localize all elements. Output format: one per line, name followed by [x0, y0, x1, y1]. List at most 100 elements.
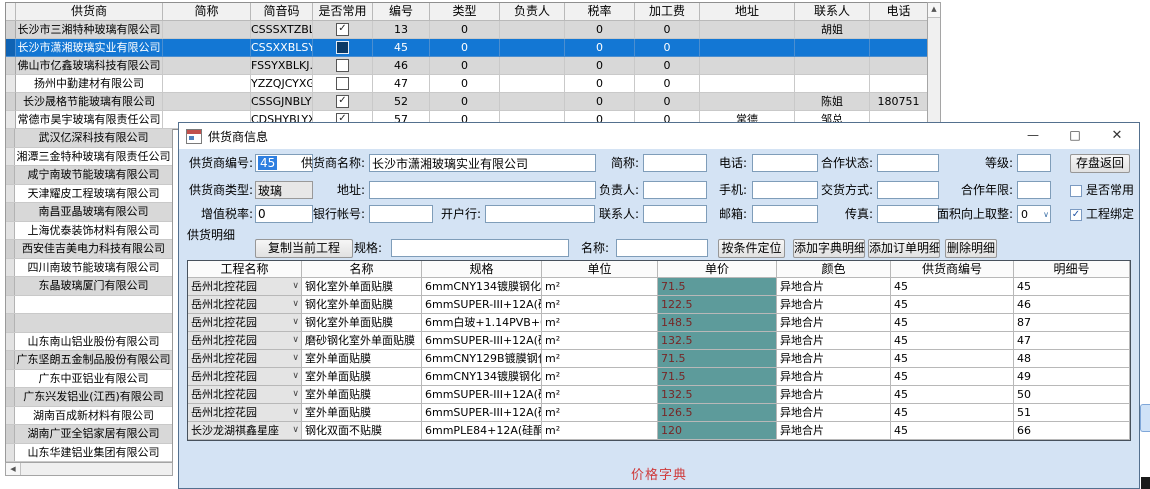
common-use-cell[interactable]: ✓	[313, 21, 373, 39]
coop-years-field[interactable]	[1017, 181, 1051, 199]
copy-current-project-button[interactable]: 复制当前工程	[255, 239, 353, 258]
supplier-list-item[interactable]: 湖南广亚全铝家居有限公司	[6, 425, 172, 444]
column-header[interactable]: 简音码	[251, 3, 313, 21]
column-header[interactable]: 是否常用	[313, 3, 373, 21]
horizontal-scrollbar[interactable]: ◀	[5, 462, 173, 476]
row-selector[interactable]	[6, 147, 15, 165]
bank-account-field[interactable]	[369, 205, 433, 223]
email-field[interactable]	[752, 205, 818, 223]
detail-cell-price[interactable]: 132.5	[658, 332, 777, 350]
detail-cell-price[interactable]: 132.5	[658, 386, 777, 404]
row-selector[interactable]	[6, 166, 15, 184]
common-use-cell[interactable]	[313, 57, 373, 75]
column-header[interactable]: 供货商	[16, 3, 163, 21]
row-selector[interactable]	[6, 111, 16, 129]
detail-column-header[interactable]: 规格	[422, 261, 542, 278]
supplier-list-item[interactable]: 西安佳吉美电力科技有限公司	[6, 240, 172, 259]
detail-cell-price[interactable]: 71.5	[658, 350, 777, 368]
detail-column-header[interactable]: 单位	[542, 261, 658, 278]
name-filter-input[interactable]	[616, 239, 708, 257]
project-combobox[interactable]: 岳州北控花园 ∨	[188, 404, 302, 422]
area-round-up-dropdown[interactable]: 0 ∨	[1017, 205, 1051, 223]
detail-column-header[interactable]: 颜色	[777, 261, 891, 278]
detail-row[interactable]: 岳州北控花园 ∨ 钢化室外单面贴膜 6mmCNY134镀膜钢化 m² 71.5 异地合片 45…	[188, 278, 1130, 296]
save-return-button[interactable]: 存盘返回	[1070, 154, 1130, 173]
row-selector[interactable]	[6, 93, 16, 111]
detail-cell-price[interactable]: 126.5	[658, 404, 777, 422]
row-selector[interactable]	[6, 129, 15, 147]
row-selector[interactable]	[6, 203, 15, 221]
supplier-list-item[interactable]: 南昌亚晶玻璃有限公司	[6, 203, 172, 222]
column-header[interactable]: 简称	[163, 3, 251, 21]
supplier-list-item[interactable]: 咸宁南玻节能玻璃有限公司	[6, 166, 172, 185]
detail-column-header[interactable]: 名称	[302, 261, 422, 278]
column-header[interactable]: 地址	[700, 3, 795, 21]
column-header[interactable]: 负责人	[500, 3, 565, 21]
delivery-mode-field[interactable]	[877, 181, 939, 199]
address-field[interactable]	[369, 181, 596, 199]
checkbox-icon[interactable]: ✓	[336, 94, 349, 108]
supplier-list-item[interactable]: 山东华建铝业集团有限公司	[6, 443, 172, 462]
row-selector[interactable]	[6, 351, 15, 369]
column-header[interactable]: 类型	[430, 3, 500, 21]
maximize-button[interactable]: □	[1069, 128, 1081, 142]
supplier-list-item[interactable]: 广东坚朗五金制品股份有限公司	[6, 351, 172, 370]
project-combobox[interactable]: 岳州北控花园 ∨	[188, 296, 302, 314]
grade-field[interactable]	[1017, 154, 1051, 172]
common-use-cell[interactable]	[313, 75, 373, 93]
close-button[interactable]: ✕	[1111, 128, 1123, 143]
abbr-field[interactable]	[643, 154, 707, 172]
checkbox-icon[interactable]	[336, 76, 349, 90]
add-order-detail-button[interactable]: 添加订单明细	[868, 239, 940, 258]
detail-column-header[interactable]: 单价	[658, 261, 777, 278]
supplier-list-item[interactable]: 上海优泰装饰材料有限公司	[6, 221, 172, 240]
row-selector[interactable]	[6, 240, 15, 258]
detail-row[interactable]: 岳州北控花园 ∨室外单面贴膜6mmSUPER-III+12A(硅...m²132.…	[188, 386, 1130, 404]
detail-cell-price[interactable]: 71.5	[658, 278, 777, 296]
supplier-list-item[interactable]: 湘潭三金特种玻璃有限责任公司	[6, 147, 172, 166]
detail-cell-price[interactable]: 122.5	[658, 296, 777, 314]
detail-row[interactable]: 长沙龙湖祺鑫星座 ∨钢化双面不贴膜6mmPLE84+12A(硅酮胶...m²120…	[188, 422, 1130, 440]
project-bind-checkbox[interactable]: ✓ 工程绑定	[1070, 205, 1134, 224]
minimize-button[interactable]: —	[1027, 128, 1039, 142]
detail-cell-price[interactable]: 71.5	[658, 368, 777, 386]
supplier-name-field[interactable]	[369, 154, 596, 172]
row-selector[interactable]	[6, 425, 15, 443]
detail-cell-price[interactable]: 148.5	[658, 314, 777, 332]
detail-row[interactable]: 岳州北控花园 ∨ 室外单面贴膜 6mmCNY134镀膜钢化 m² 71.5 异地合片 45 49	[188, 368, 1130, 386]
vat-rate-field[interactable]	[255, 205, 313, 223]
project-combobox[interactable]: 岳州北控花园 ∨	[188, 314, 302, 332]
supplier-no-field[interactable]: 45	[255, 154, 313, 172]
locate-by-condition-button[interactable]: 按条件定位	[718, 239, 785, 258]
delete-detail-button[interactable]: 删除明细	[945, 239, 997, 258]
fax-field[interactable]	[877, 205, 939, 223]
detail-column-header[interactable]: 供货商编号	[891, 261, 1014, 278]
checkbox-icon[interactable]: ✓	[336, 22, 349, 36]
column-header[interactable]: 税率	[565, 3, 635, 21]
row-selector[interactable]	[6, 295, 15, 313]
supplier-list-empty-row[interactable]	[6, 314, 172, 333]
detail-column-header[interactable]: 明细号	[1014, 261, 1130, 278]
row-selector[interactable]	[6, 184, 15, 202]
contact-field[interactable]	[643, 205, 707, 223]
row-selector[interactable]	[6, 277, 15, 295]
detail-row[interactable]: 岳州北控花园 ∨钢化室外单面贴膜6mm白玻+1.14PVB+6mm...m²148…	[188, 314, 1130, 332]
row-selector[interactable]	[6, 21, 16, 39]
row-selector[interactable]	[6, 39, 16, 57]
column-header[interactable]: 联系人	[795, 3, 870, 21]
checkbox-icon[interactable]	[336, 40, 349, 54]
column-header[interactable]: 编号	[373, 3, 430, 21]
detail-row[interactable]: 岳州北控花园 ∨室外单面贴膜6mmSUPER-III+12A(硅...m²126.…	[188, 404, 1130, 422]
manager-field[interactable]	[643, 181, 707, 199]
project-combobox[interactable]: 岳州北控花园 ∨	[188, 332, 302, 350]
supplier-row[interactable]: 扬州中勤建材有限公司YZZQJCYXGS47000	[6, 75, 928, 93]
row-selector[interactable]	[6, 388, 15, 406]
supplier-list-item[interactable]: 武汉亿深科技有限公司	[6, 129, 172, 148]
add-dictionary-detail-button[interactable]: 添加字典明细	[793, 239, 865, 258]
supplier-type-field[interactable]	[255, 181, 313, 199]
row-selector[interactable]	[6, 314, 15, 332]
project-combobox[interactable]: 长沙龙湖祺鑫星座 ∨	[188, 422, 302, 440]
